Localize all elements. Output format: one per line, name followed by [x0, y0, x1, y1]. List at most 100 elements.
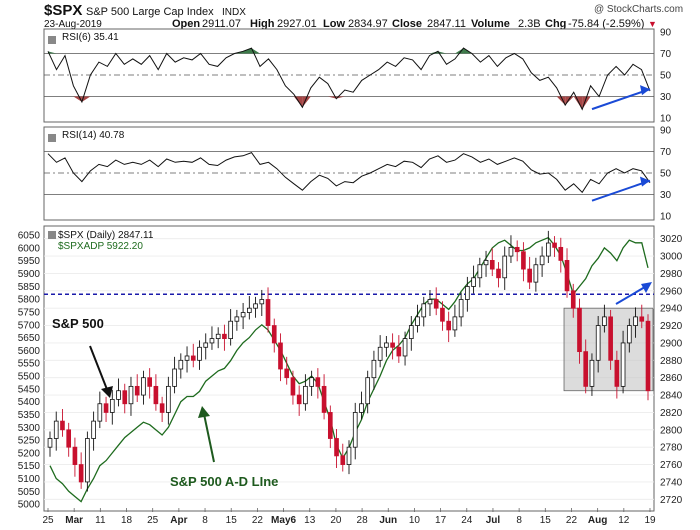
header-high-label: High: [250, 18, 275, 30]
adline-y-tick-left: 5550: [18, 359, 41, 370]
rsi6-overbought-fill: [48, 51, 57, 54]
adline-y-tick-left: 5650: [18, 333, 41, 344]
candle-down: [271, 325, 277, 344]
x-tick-label: 18: [121, 515, 133, 526]
candle-down: [645, 320, 651, 392]
candle-down: [265, 299, 271, 326]
candle-up: [465, 286, 470, 300]
candle-up: [620, 342, 626, 387]
candle-up: [371, 359, 377, 379]
header-low: 2834.97: [348, 18, 388, 30]
rsi6-oversold-fill: [565, 96, 574, 106]
header-chg: -75.84 (-2.59%): [568, 18, 644, 30]
candle-up: [247, 307, 252, 313]
candle-down: [433, 299, 439, 309]
header-low-label: Low: [323, 18, 345, 30]
adline-y-tick-left: 5900: [18, 269, 41, 280]
x-tick-label: 8: [202, 515, 208, 526]
price-y-tick-right: 3020: [660, 234, 683, 245]
x-tick-label: 22: [252, 515, 264, 526]
candle-down: [321, 385, 327, 413]
candle-up: [303, 385, 308, 405]
candle-up: [595, 325, 601, 361]
candle-up: [141, 377, 146, 396]
price-y-tick-right: 2880: [660, 356, 683, 367]
candle-down: [327, 412, 333, 439]
sp500-arrowhead-icon: [101, 386, 113, 398]
candle-up: [228, 320, 233, 339]
rsi14-y-tick-label: 90: [660, 126, 672, 137]
sp500-pointer-line: [89, 345, 109, 393]
rsi6-legend-icon: [48, 36, 56, 44]
price-y-tick-right: 3000: [660, 252, 683, 263]
adline-arrowhead-icon: [198, 406, 210, 418]
candle-up: [203, 342, 209, 348]
rsi14-blue-arrowhead-icon: [640, 176, 650, 187]
candle-down: [496, 268, 501, 279]
candle-up: [85, 438, 90, 483]
candle-down: [284, 368, 290, 379]
rsi6-oversold-fill: [302, 96, 311, 108]
adline-y-tick-left: 5800: [18, 295, 41, 306]
adline-y-tick-left: 5450: [18, 384, 41, 395]
candle-down: [278, 342, 283, 370]
candle-down: [134, 385, 140, 396]
rsi6-panel: 10 30 50 70 90: [44, 28, 672, 125]
candle-up: [602, 316, 607, 326]
price-y-tick-right: 2840: [660, 391, 683, 402]
header-symbol: $SPX: [44, 2, 82, 19]
candle-up: [116, 390, 121, 400]
candle-up: [483, 260, 489, 266]
candle-down: [514, 246, 520, 253]
candle-up: [346, 446, 352, 465]
candle-down: [614, 359, 620, 387]
price-legend-spx: $SPX (Daily) 2847.11: [58, 230, 154, 241]
header-date: 23-Aug-2019: [44, 19, 102, 30]
price-y-tick-right: 2860: [660, 373, 683, 384]
candle-down: [577, 307, 582, 353]
adline-y-tick-left: 5350: [18, 410, 41, 421]
x-tick-label: 22: [566, 515, 578, 526]
header-volume-label: Volume: [471, 18, 510, 30]
rsi14-y-tick-label: 50: [660, 169, 672, 180]
candle-down: [296, 394, 302, 405]
adline-y-tick-left: 5000: [18, 500, 41, 511]
rsi6-oversold-fill: [556, 96, 566, 106]
candle-up: [97, 403, 103, 422]
header-close-label: Close: [392, 18, 422, 30]
price-y-tick-right: 2980: [660, 269, 683, 280]
candle-up: [508, 246, 514, 257]
rsi14-legend: RSI(14) 40.78: [62, 130, 125, 141]
candle-down: [527, 268, 532, 283]
adline-pointer-line: [203, 413, 215, 463]
price-y-tick-right: 2920: [660, 321, 683, 332]
x-tick-label: 10: [409, 515, 421, 526]
candle-up: [309, 377, 314, 387]
adline-y-tick-left: 5300: [18, 423, 41, 434]
adline-y-tick-left: 5750: [18, 307, 41, 318]
candle-up: [128, 385, 134, 405]
rsi6-overbought-fill: [454, 48, 464, 54]
candle-up: [452, 316, 458, 331]
header-high: 2927.01: [277, 18, 317, 30]
candle-down: [334, 438, 339, 457]
candle-down: [153, 385, 159, 405]
candle-up: [427, 299, 433, 305]
annotation-sp500: S&P 500: [52, 316, 104, 331]
rsi6-y-tick-label: 50: [660, 71, 672, 82]
x-tick-label: 24: [461, 515, 473, 526]
candle-up: [402, 338, 408, 357]
candle-up: [109, 399, 115, 413]
rsi6-oversold-fill: [81, 96, 91, 102]
candle-up: [209, 338, 215, 344]
x-tick-label: 17: [435, 515, 447, 526]
rsi14-y-tick-label: 70: [660, 147, 672, 158]
annotation-adline: S&P 500 A-D LIne: [170, 474, 278, 489]
candle-down: [639, 316, 645, 322]
price-y-tick-right: 2800: [660, 425, 683, 436]
candle-up: [166, 385, 171, 413]
candle-down: [440, 307, 445, 322]
candle-down: [190, 355, 196, 361]
adline-y-tick-left: 5250: [18, 436, 41, 447]
